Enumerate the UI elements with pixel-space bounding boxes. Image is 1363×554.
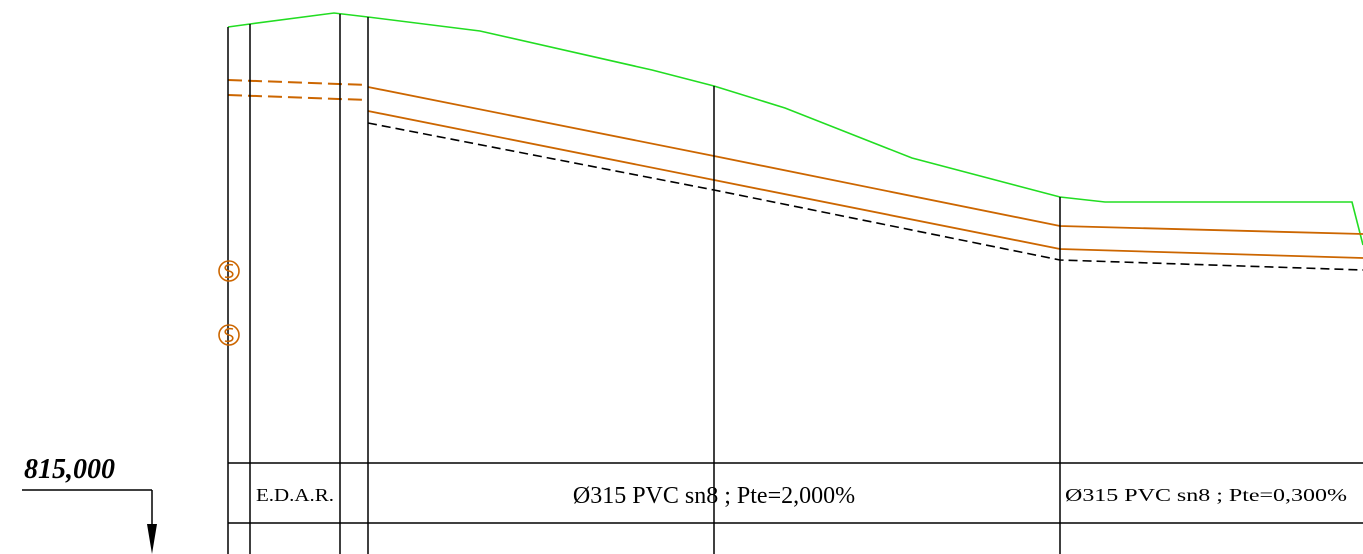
data-band-lines [228,462,1363,524]
pipe-segment-2-label: Ø315 PVC sn8 ; Pte=0,300% [1065,485,1347,505]
existing-pipe-dashed [227,79,369,101]
invert-line-dashed [367,122,1363,271]
datum-arrow-icon [22,489,157,554]
edar-label: E.D.A.R. [256,485,334,505]
pipe-top-line [367,86,1363,235]
datum-elevation-label: 815,000 [24,454,115,485]
pipe-segment-1-label: Ø315 PVC sn8 ; Pte=2,000% [573,483,855,509]
station-lines [227,14,1061,554]
pipe-bottom-line [367,110,1363,259]
manhole-icon [218,324,240,346]
manhole-icon [218,260,240,282]
